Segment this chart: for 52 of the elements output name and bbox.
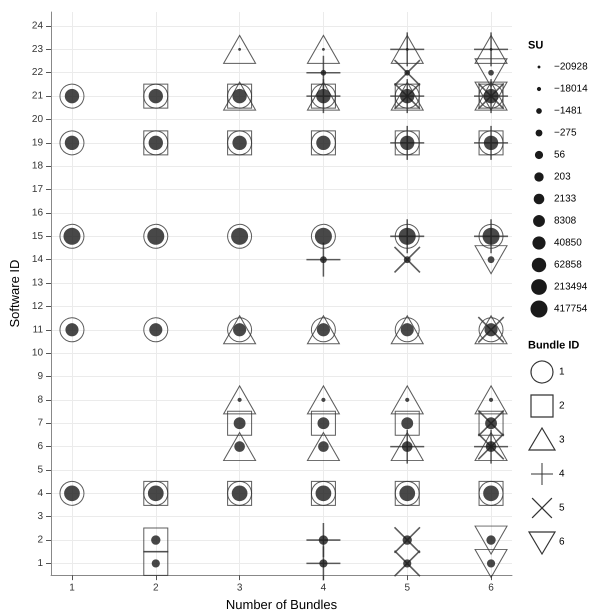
y-tick-label: 5 (37, 464, 44, 476)
y-tick-label: 10 (32, 348, 44, 359)
y-tick-label: 19 (32, 137, 44, 148)
legend-label: 56 (554, 150, 566, 160)
y-tick-label: 9 (37, 370, 44, 382)
legend-label: 6 (559, 536, 565, 548)
y-tick-label: 17 (32, 184, 44, 196)
legend-label: 5 (559, 502, 565, 514)
legend-label: −18014 (554, 84, 588, 94)
y-tick-label: 7 (37, 418, 44, 429)
x-tick-label: 5 (404, 582, 410, 594)
legend-label: 62858 (554, 260, 582, 270)
legend-label: 1 (559, 366, 565, 378)
legend-label: −275 (554, 128, 577, 138)
legend-label: 2133 (554, 194, 577, 204)
x-tick-label: 6 (488, 582, 494, 594)
y-tick-label: 8 (37, 394, 44, 406)
y-tick-label: 12 (32, 300, 44, 312)
legend-label: −1481 (554, 106, 583, 116)
y-tick-label: 20 (32, 114, 44, 125)
legend-label: 2 (559, 400, 565, 412)
y-tick-label: 22 (32, 67, 44, 78)
y-tick-label: 16 (32, 207, 44, 218)
y-tick-label: 11 (32, 324, 44, 336)
y-tick-label: 18 (32, 160, 44, 172)
y-tick-label: 1 (37, 558, 44, 569)
y-axis-title: Software ID (7, 260, 22, 328)
legend-label: 8308 (554, 216, 577, 226)
x-tick-label: 2 (153, 582, 160, 594)
y-tick-label: 15 (32, 230, 44, 242)
legend-label: 40850 (554, 238, 582, 248)
y-tick-label: 14 (32, 254, 44, 266)
legend-label: 213494 (554, 282, 588, 292)
text: SU (528, 40, 544, 52)
y-tick-label: 23 (32, 44, 44, 55)
legend-label: 3 (559, 434, 565, 446)
y-tick-label: 2 (37, 534, 44, 546)
y-tick-label: 24 (32, 20, 44, 32)
y-tick-label: 4 (37, 488, 44, 499)
y-tick-label: 13 (32, 278, 44, 289)
y-tick-label: 21 (32, 90, 44, 102)
legend-label: 203 (554, 172, 572, 182)
x-tick-label: 4 (320, 582, 327, 594)
legend-label: 4 (559, 468, 565, 480)
legend-label: 417754 (554, 304, 588, 314)
y-tick-label: 3 (37, 511, 44, 522)
legend-title: Bundle ID (528, 340, 580, 352)
x-tick-label: 3 (236, 582, 243, 594)
legend-label: −20928 (554, 62, 588, 72)
x-axis-title: Number of Bundles (226, 597, 338, 612)
x-tick-label: 1 (69, 582, 76, 594)
y-tick-label: 6 (37, 441, 44, 452)
